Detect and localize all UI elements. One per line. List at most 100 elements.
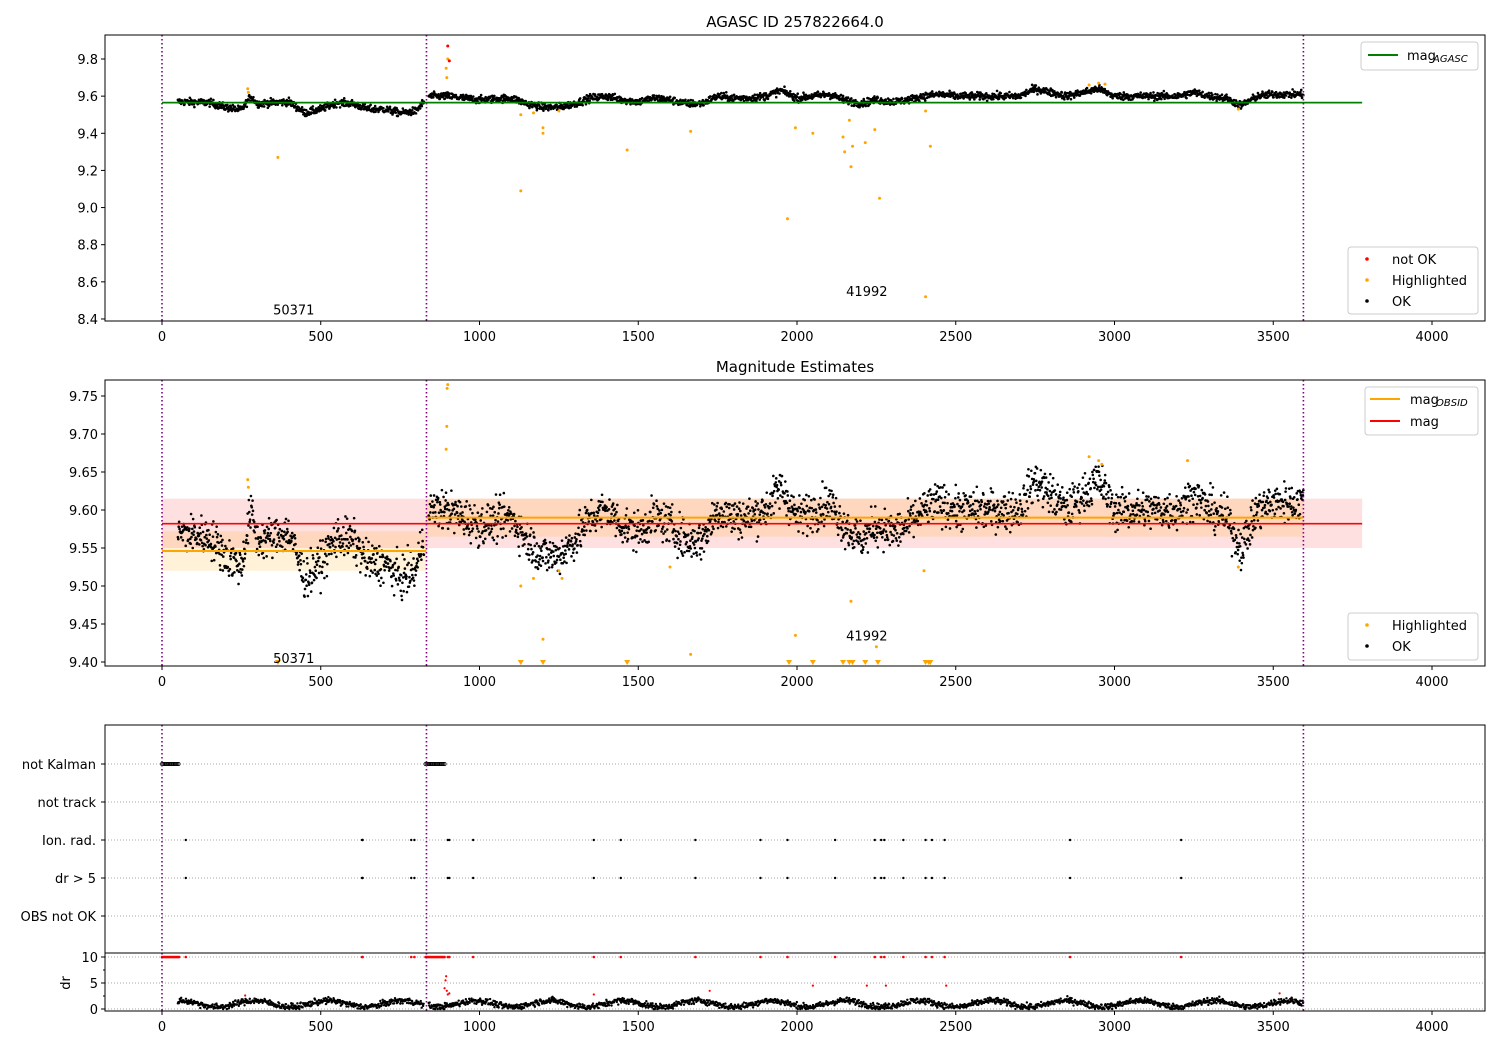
x-tick-label: 1500 xyxy=(622,330,655,345)
ok-point xyxy=(1053,489,1057,492)
ok-point xyxy=(613,507,617,511)
ok-point xyxy=(986,499,990,503)
ok-point xyxy=(478,535,482,539)
ok-point xyxy=(560,539,564,542)
obsid-label: 41992 xyxy=(846,285,887,300)
ok-point xyxy=(294,105,297,109)
ok-point xyxy=(582,529,586,532)
ok-point xyxy=(358,538,361,541)
ok-point xyxy=(577,513,581,517)
x-tick-label: 2000 xyxy=(780,330,813,345)
ok-point xyxy=(316,559,320,563)
ok-point xyxy=(214,530,218,534)
ok-point xyxy=(332,539,335,543)
ok-point xyxy=(496,535,499,538)
ok-point xyxy=(912,535,915,539)
ok-point xyxy=(502,527,505,530)
ok-point xyxy=(928,507,931,510)
ok-point xyxy=(198,526,202,530)
ok-point xyxy=(730,530,733,533)
ok-point xyxy=(241,557,244,561)
ok-point xyxy=(494,493,498,496)
ok-point xyxy=(552,550,555,553)
ok-point xyxy=(732,520,736,523)
ok-point xyxy=(1002,514,1005,517)
ok-point xyxy=(245,538,248,542)
ok-point xyxy=(1008,530,1012,534)
ok-point xyxy=(727,506,731,510)
ok-point xyxy=(332,526,336,530)
ok-point xyxy=(221,569,225,572)
ok-point xyxy=(272,538,276,541)
ok-point xyxy=(698,523,701,527)
ok-point xyxy=(710,501,714,505)
ok-point xyxy=(1046,501,1050,505)
ok-point xyxy=(850,104,854,107)
ok-point xyxy=(533,544,537,548)
ok-point xyxy=(763,512,766,515)
ok-point xyxy=(790,494,793,497)
ok-point xyxy=(1050,496,1053,500)
ok-point xyxy=(1075,505,1078,508)
ok-point xyxy=(1022,486,1025,490)
ok-point xyxy=(1030,83,1034,87)
ok-point xyxy=(677,547,681,551)
ok-point xyxy=(323,109,327,112)
ok-point xyxy=(390,574,393,578)
ok-point xyxy=(298,568,301,572)
ok-point xyxy=(926,513,929,517)
ok-point xyxy=(1181,95,1185,98)
ok-point xyxy=(662,502,666,505)
ok-point xyxy=(785,89,788,93)
ok-point xyxy=(625,507,629,510)
ok-point xyxy=(183,103,186,106)
ok-point xyxy=(443,510,446,514)
ok-point xyxy=(342,553,346,557)
ok-point xyxy=(351,538,355,542)
ok-point xyxy=(492,538,496,542)
ok-point xyxy=(724,501,728,505)
ok-point xyxy=(229,557,233,561)
ok-point xyxy=(565,561,568,565)
ok-point xyxy=(551,563,554,567)
x-tick-label: 3000 xyxy=(1098,330,1131,345)
ok-point xyxy=(973,509,977,513)
ok-point xyxy=(489,514,492,518)
ok-point xyxy=(575,538,578,541)
ok-point xyxy=(583,525,586,528)
not-ok-points xyxy=(446,44,451,63)
ok-point xyxy=(308,569,312,572)
ok-point xyxy=(350,98,354,102)
ok-point xyxy=(850,97,853,100)
ok-point xyxy=(1211,93,1214,97)
ok-point xyxy=(312,578,316,582)
ok-point xyxy=(679,98,682,102)
ok-point xyxy=(764,502,768,506)
ok-point xyxy=(1059,497,1062,500)
ok-point xyxy=(687,533,690,536)
ok-point xyxy=(452,507,456,511)
ok-point xyxy=(880,518,884,522)
legend-label: Highlighted xyxy=(1392,274,1467,289)
highlighted-point xyxy=(878,196,882,200)
ok-point xyxy=(845,519,849,523)
ok-point xyxy=(218,552,221,556)
ok-point xyxy=(184,544,188,548)
ok-point xyxy=(248,518,252,521)
ok-point xyxy=(781,495,784,499)
ok-point xyxy=(779,483,783,487)
ok-point xyxy=(498,493,502,497)
ok-point xyxy=(369,103,372,107)
ok-point xyxy=(192,533,195,537)
ok-point xyxy=(995,505,999,509)
ok-point xyxy=(538,554,542,558)
highlighted-point xyxy=(1236,107,1240,111)
ok-point xyxy=(615,526,619,530)
ok-point xyxy=(832,501,835,505)
ok-point xyxy=(302,580,305,583)
ok-point xyxy=(467,527,471,531)
ok-point xyxy=(494,518,497,522)
ok-point xyxy=(191,527,194,531)
ok-point xyxy=(589,529,592,533)
